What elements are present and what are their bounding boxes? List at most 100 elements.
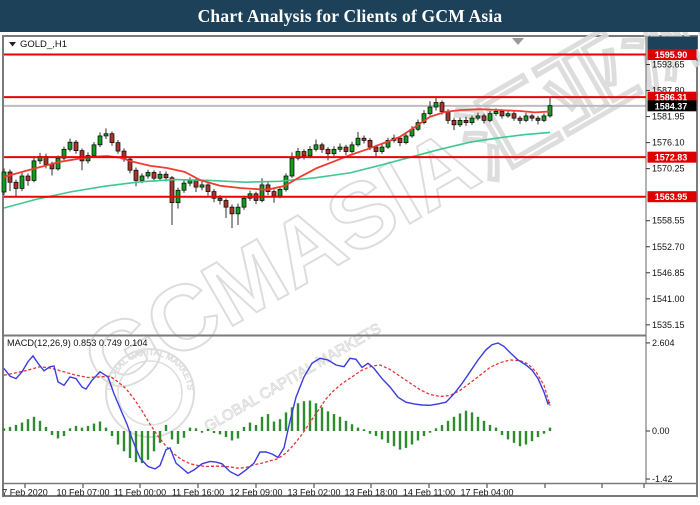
macd-axis-label: 2.604 bbox=[652, 338, 675, 348]
price-label-text: 1563.95 bbox=[655, 192, 688, 202]
candle-bullish bbox=[199, 184, 205, 188]
ma-slow-line bbox=[3, 131, 551, 209]
price-tick-label: 1593.65 bbox=[652, 60, 685, 70]
time-tick-label: 11 Feb 16:00 bbox=[172, 488, 224, 498]
candle-bullish bbox=[379, 146, 385, 152]
symbol-period-label[interactable]: GOLD_,H1 bbox=[20, 39, 67, 50]
candle-bullish bbox=[331, 148, 337, 155]
candle-bearish bbox=[115, 142, 121, 152]
candle-bearish bbox=[193, 180, 199, 188]
candle-bearish bbox=[535, 117, 541, 121]
candle-bullish bbox=[91, 144, 97, 156]
price-label-text: 1586.31 bbox=[655, 93, 688, 103]
page-title: Chart Analysis for Clients of GCM Asia bbox=[197, 5, 503, 26]
price-label-box bbox=[647, 91, 697, 103]
candle-bearish bbox=[163, 173, 169, 179]
candle-bearish bbox=[229, 206, 235, 215]
candle-bullish bbox=[493, 111, 499, 115]
candle-bullish bbox=[475, 115, 481, 119]
candle-bearish bbox=[301, 151, 307, 157]
candle-bearish bbox=[151, 172, 157, 179]
candle-bearish bbox=[127, 158, 133, 171]
candle-bearish bbox=[397, 137, 403, 143]
candle-bearish bbox=[169, 177, 175, 204]
time-tick-label: 17 Feb 04:00 bbox=[460, 488, 513, 498]
candle-bullish bbox=[385, 140, 391, 148]
candle-bearish bbox=[205, 184, 211, 192]
candle-bullish bbox=[295, 151, 301, 159]
price-label-box bbox=[647, 49, 697, 60]
candle-bullish bbox=[313, 144, 319, 150]
axis-corner-block bbox=[647, 36, 698, 49]
candle-bearish bbox=[343, 146, 349, 152]
candle-bullish bbox=[61, 148, 67, 159]
candle-bearish bbox=[271, 191, 277, 197]
time-tick-label: 10 Feb 07:00 bbox=[56, 488, 109, 498]
macd-pane: MACD(12,26,9) 0.853 0.749 0.104 bbox=[2, 338, 552, 464]
chart-frame bbox=[2, 35, 698, 497]
candle-bullish bbox=[1, 171, 7, 193]
price-label-box bbox=[647, 151, 697, 163]
price-tick-label: 1541.00 bbox=[652, 294, 685, 304]
price-axis[interactable]: 1593.65 1587.80 1581.95 1576.10 1570.25 1558.… bbox=[646, 49, 697, 484]
candle-bearish bbox=[325, 148, 331, 155]
time-tick-label: 13 Feb 02:00 bbox=[287, 488, 340, 498]
macd-axis-label: 0.00 bbox=[652, 426, 670, 436]
candle-bullish bbox=[523, 115, 529, 121]
candle-bullish bbox=[259, 184, 265, 201]
time-tick-label: 13 Feb 18:00 bbox=[344, 488, 397, 498]
candle-bearish bbox=[529, 115, 535, 119]
candle-bullish bbox=[457, 120, 463, 126]
candle-bullish bbox=[541, 115, 547, 121]
candle-bullish bbox=[145, 172, 151, 177]
candle-bearish bbox=[481, 115, 487, 121]
candle-bullish bbox=[235, 206, 241, 215]
candle-bullish bbox=[103, 133, 109, 137]
candle-bullish bbox=[433, 102, 439, 108]
candle-bearish bbox=[79, 150, 85, 162]
price-tick-label: 1581.95 bbox=[652, 112, 685, 122]
candle-bullish bbox=[307, 148, 313, 157]
candle-bearish bbox=[499, 111, 505, 117]
candle-bearish bbox=[211, 191, 217, 199]
candle-bearish bbox=[25, 175, 31, 181]
time-axis[interactable]: 7 Feb 2020 10 Feb 07:00 11 Feb 00:00 11 Feb… bbox=[2, 484, 645, 498]
candle-bearish bbox=[73, 141, 79, 151]
watermark-seal-outer bbox=[105, 348, 195, 438]
chart-shift-icon[interactable] bbox=[512, 38, 524, 45]
macd-main-line bbox=[3, 342, 551, 477]
candle-bullish bbox=[241, 197, 247, 208]
candle-bullish bbox=[67, 141, 73, 150]
candle-bearish bbox=[517, 117, 523, 121]
price-tick-label: 1546.85 bbox=[652, 268, 685, 278]
candle-bullish bbox=[181, 182, 187, 191]
candle-bearish bbox=[319, 144, 325, 150]
candle-bearish bbox=[109, 133, 115, 143]
candle-bullish bbox=[187, 180, 193, 184]
candle-bearish bbox=[445, 111, 451, 121]
candle-bullish bbox=[355, 137, 361, 146]
candle-bearish bbox=[7, 171, 13, 183]
candle-bearish bbox=[439, 102, 445, 112]
price-label-text: 1572.83 bbox=[655, 153, 688, 163]
candle-bearish bbox=[133, 169, 139, 181]
candle-bullish bbox=[349, 144, 355, 152]
candle-bullish bbox=[277, 188, 283, 197]
price-tick-label: 1552.70 bbox=[652, 242, 685, 252]
time-tick-label: 14 Feb 11:00 bbox=[403, 488, 455, 498]
candle-bullish bbox=[19, 175, 25, 189]
candle-bearish bbox=[367, 140, 373, 148]
macd-indicator-label: MACD(12,26,9) 0.853 0.749 0.104 bbox=[7, 338, 147, 348]
candle-bearish bbox=[361, 137, 367, 141]
candle-bullish bbox=[403, 135, 409, 143]
price-label-text: 1595.90 bbox=[655, 50, 688, 60]
candle-bullish bbox=[421, 113, 427, 123]
candlesticks bbox=[1, 97, 553, 229]
price-tick-label: 1535.15 bbox=[652, 320, 685, 330]
price-label-box bbox=[647, 100, 697, 112]
symbol-dropdown-icon[interactable] bbox=[9, 42, 16, 47]
candle-bearish bbox=[451, 120, 457, 126]
candle-bullish bbox=[283, 175, 289, 190]
candle-bearish bbox=[217, 197, 223, 201]
